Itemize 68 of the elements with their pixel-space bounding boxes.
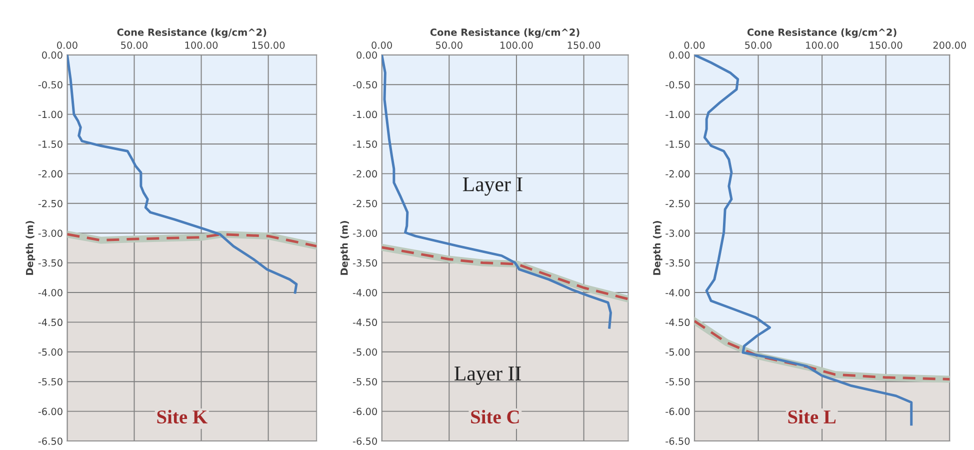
- x-tick-label: 150.00: [252, 41, 285, 49]
- y-tick-label: -4.00: [38, 288, 62, 296]
- annotation: Layer II: [454, 366, 521, 385]
- y-tick-label: -5.50: [38, 378, 62, 386]
- y-tick-label: -3.50: [38, 259, 62, 267]
- x-tick-label: 50.00: [436, 41, 462, 49]
- x-tick-label: 100.00: [185, 41, 218, 49]
- y-tick-label: -1.00: [352, 110, 377, 118]
- y-tick-label: -0.50: [352, 81, 377, 88]
- line-series: [67, 54, 298, 294]
- x-tick-label: 0.00: [372, 41, 392, 49]
- y-tick-label: -4.50: [666, 318, 690, 326]
- y-tick-label: 0.00: [356, 51, 377, 59]
- x-tick-label: 100.00: [806, 41, 838, 49]
- y-tick-label: -6.00: [38, 408, 62, 416]
- y-tick-label: -5.00: [666, 348, 690, 356]
- x-tick-label: 150.00: [870, 41, 902, 49]
- x-tick-label: 50.00: [121, 41, 148, 49]
- y-tick-label: -3.00: [38, 230, 62, 237]
- x-tick-label: 150.00: [568, 41, 600, 49]
- annotation: Layer I: [462, 177, 522, 196]
- y-tick-label: -0.50: [38, 81, 62, 88]
- x-tick-label: 0.00: [57, 41, 78, 49]
- y-tick-label: -4.00: [352, 288, 377, 296]
- y-tick-label: -4.50: [38, 318, 62, 326]
- y-tick-label: -1.00: [38, 110, 62, 118]
- y-tick-label: -1.50: [352, 140, 377, 148]
- x-tick-label: 100.00: [500, 41, 533, 49]
- x-tick-label: 0.00: [684, 41, 705, 49]
- y-tick-label: 0.00: [42, 51, 62, 59]
- x-tick-label: 200.00: [933, 41, 966, 49]
- y-tick-label: -2.00: [666, 170, 690, 178]
- x-axis-title: Cone Resistance (kg/cm^2): [430, 28, 580, 38]
- y-tick-label: -6.50: [666, 437, 690, 445]
- y-tick-label: -5.50: [666, 378, 690, 386]
- y-tick-label: -6.00: [352, 408, 377, 416]
- annotation: Site L: [788, 410, 836, 424]
- y-tick-label: -5.00: [352, 348, 377, 356]
- y-tick-label: -3.00: [352, 230, 377, 237]
- y-axis-title: Depth (m): [26, 220, 36, 275]
- y-tick-label: -3.50: [666, 259, 690, 267]
- y-tick-label: -1.50: [666, 140, 690, 148]
- x-axis-title: Cone Resistance (kg/cm^2): [117, 28, 266, 38]
- y-tick-label: -4.50: [352, 318, 377, 326]
- y-tick-label: -0.50: [666, 81, 690, 88]
- y-tick-label: -6.00: [666, 408, 690, 416]
- x-axis-title: Cone Resistance (kg/cm^2): [747, 28, 896, 38]
- y-axis-title: Depth (m): [340, 220, 350, 275]
- y-tick-label: -5.50: [352, 378, 377, 386]
- line-series: [694, 54, 913, 426]
- y-tick-label: -2.00: [38, 170, 62, 178]
- y-tick-label: -2.00: [352, 170, 377, 178]
- y-tick-label: -4.00: [666, 288, 690, 296]
- annotation: Site K: [157, 410, 208, 424]
- y-tick-label: -2.50: [666, 200, 690, 208]
- y-tick-label: -6.50: [352, 437, 377, 445]
- y-tick-label: -1.50: [38, 140, 62, 148]
- y-tick-label: -5.00: [38, 348, 62, 356]
- y-tick-label: -2.50: [352, 200, 377, 208]
- y-axis-title: Depth (m): [652, 220, 662, 275]
- x-tick-label: 50.00: [745, 41, 772, 49]
- y-tick-label: 0.00: [669, 51, 690, 59]
- y-tick-label: -1.00: [666, 110, 690, 118]
- y-tick-label: -3.00: [666, 230, 690, 237]
- y-tick-label: -3.50: [352, 259, 377, 267]
- y-tick-label: -6.50: [38, 437, 62, 445]
- annotation: Site C: [471, 410, 519, 424]
- y-tick-label: -2.50: [38, 200, 62, 208]
